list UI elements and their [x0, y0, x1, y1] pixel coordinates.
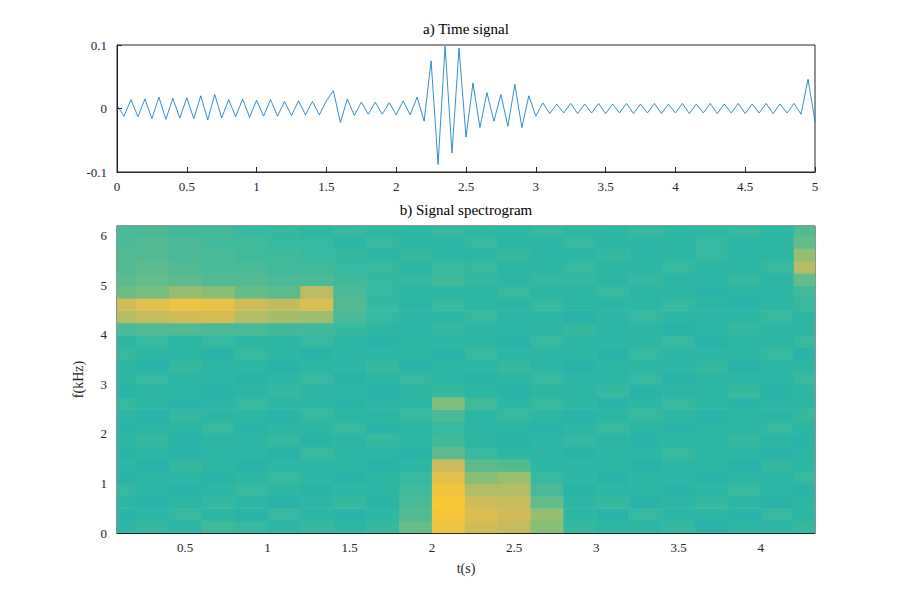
svg-text:0: 0 — [101, 526, 108, 541]
svg-text:2.5: 2.5 — [506, 540, 522, 555]
svg-text:1: 1 — [101, 476, 108, 491]
svg-text:0.1: 0.1 — [91, 38, 107, 53]
svg-text:2: 2 — [429, 540, 436, 555]
svg-text:3: 3 — [593, 540, 600, 555]
svg-text:6: 6 — [101, 228, 108, 243]
svg-text:0.5: 0.5 — [177, 540, 193, 555]
svg-text:f(kHz): f(kHz) — [71, 361, 87, 399]
svg-text:2.5: 2.5 — [458, 179, 474, 194]
svg-text:-0.1: -0.1 — [86, 165, 107, 180]
svg-text:3.5: 3.5 — [670, 540, 686, 555]
svg-text:0.5: 0.5 — [179, 179, 195, 194]
svg-text:4.5: 4.5 — [737, 179, 753, 194]
svg-text:3: 3 — [533, 179, 540, 194]
svg-text:1: 1 — [253, 179, 260, 194]
svg-text:1: 1 — [264, 540, 271, 555]
svg-text:4: 4 — [672, 179, 679, 194]
svg-text:4: 4 — [101, 327, 108, 342]
svg-text:1.5: 1.5 — [318, 179, 334, 194]
svg-text:t(s): t(s) — [457, 561, 476, 577]
svg-text:4: 4 — [757, 540, 764, 555]
svg-text:5: 5 — [101, 278, 108, 293]
svg-text:a) Time signal: a) Time signal — [423, 21, 509, 38]
svg-text:3.5: 3.5 — [597, 179, 613, 194]
svg-text:b) Signal spectrogram: b) Signal spectrogram — [400, 202, 533, 219]
svg-text:5: 5 — [812, 179, 819, 194]
svg-text:2: 2 — [101, 426, 108, 441]
svg-text:2: 2 — [393, 179, 400, 194]
svg-text:0: 0 — [101, 101, 108, 116]
svg-text:0: 0 — [114, 179, 121, 194]
svg-text:1.5: 1.5 — [342, 540, 358, 555]
svg-text:3: 3 — [101, 377, 108, 392]
